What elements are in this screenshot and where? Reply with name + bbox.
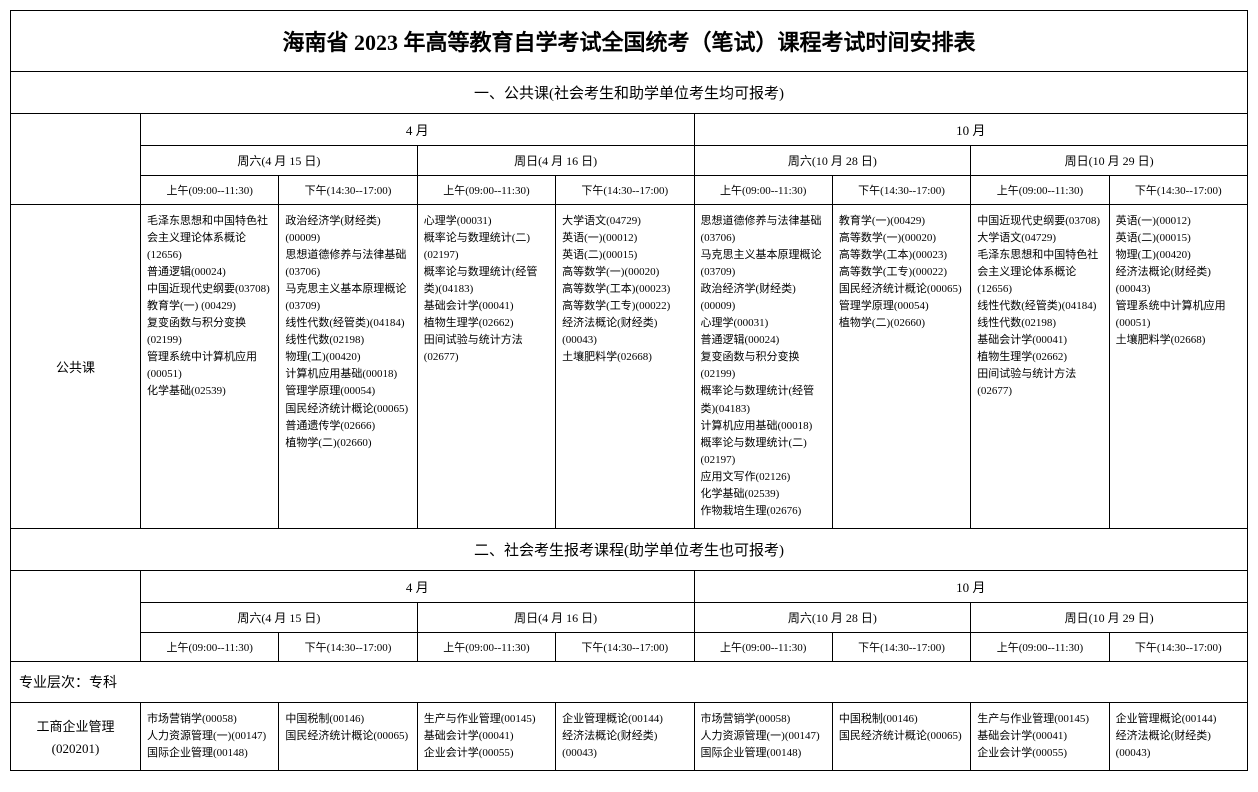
slot2-1-am: 上午(09:00--11:30) <box>141 632 279 661</box>
schedule-table: 海南省 2023 年高等教育自学考试全国统考（笔试）课程考试时间安排表 一、公共… <box>10 10 1248 771</box>
slot2-2-am: 上午(09:00--11:30) <box>417 632 555 661</box>
day-oct-sun-2: 周日(10 月 29 日) <box>971 602 1248 632</box>
slot-2-am: 上午(09:00--11:30) <box>417 176 555 205</box>
slot-1-pm: 下午(14:30--17:00) <box>279 176 417 205</box>
major1-c4: 企业管理概论(00144)经济法概论(财经类)(00043) <box>556 702 694 770</box>
public-c8: 英语(一)(00012)英语(二)(00015)物理(工)(00420)经济法概… <box>1109 205 1247 529</box>
slot2-3-pm: 下午(14:30--17:00) <box>832 632 970 661</box>
major1-c8: 企业管理概论(00144)经济法概论(财经类)(00043) <box>1109 702 1247 770</box>
public-c2: 政治经济学(财经类)(00009)思想道德修养与法律基础(03706)马克思主义… <box>279 205 417 529</box>
day-apr-sat-2: 周六(4 月 15 日) <box>141 602 418 632</box>
slot-4-pm: 下午(14:30--17:00) <box>1109 176 1247 205</box>
public-c6: 教育学(一)(00429)高等数学(一)(00020)高等数学(工本)(0002… <box>832 205 970 529</box>
public-c5: 思想道德修养与法律基础(03706)马克思主义基本原理概论(03709)政治经济… <box>694 205 832 529</box>
month-october-2: 10 月 <box>694 570 1248 602</box>
public-c7: 中国近现代史纲要(03708)大学语文(04729)毛泽东思想和中国特色社会主义… <box>971 205 1109 529</box>
day-apr-sun-2: 周日(4 月 16 日) <box>417 602 694 632</box>
slot-4-am: 上午(09:00--11:30) <box>971 176 1109 205</box>
page-title: 海南省 2023 年高等教育自学考试全国统考（笔试）课程考试时间安排表 <box>11 11 1248 72</box>
slot2-4-am: 上午(09:00--11:30) <box>971 632 1109 661</box>
slot-3-pm: 下午(14:30--17:00) <box>832 176 970 205</box>
header-empty <box>11 114 141 205</box>
slot2-2-pm: 下午(14:30--17:00) <box>556 632 694 661</box>
slot2-1-pm: 下午(14:30--17:00) <box>279 632 417 661</box>
header-empty-2 <box>11 570 141 661</box>
slot2-4-pm: 下午(14:30--17:00) <box>1109 632 1247 661</box>
public-c1: 毛泽东思想和中国特色社会主义理论体系概论(12656)普通逻辑(00024)中国… <box>141 205 279 529</box>
major1-c3: 生产与作业管理(00145)基础会计学(00041)企业会计学(00055) <box>417 702 555 770</box>
public-c4: 大学语文(04729)英语(一)(00012)英语(二)(00015)高等数学(… <box>556 205 694 529</box>
day-oct-sat: 周六(10 月 28 日) <box>694 146 971 176</box>
slot-2-pm: 下午(14:30--17:00) <box>556 176 694 205</box>
month-april: 4 月 <box>141 114 695 146</box>
major1-c5: 市场营销学(00058)人力资源管理(一)(00147)国际企业管理(00148… <box>694 702 832 770</box>
day-oct-sun: 周日(10 月 29 日) <box>971 146 1248 176</box>
public-c3: 心理学(00031)概率论与数理统计(二)(02197)概率论与数理统计(经管类… <box>417 205 555 529</box>
public-course-label: 公共课 <box>11 205 141 529</box>
slot-1-am: 上午(09:00--11:30) <box>141 176 279 205</box>
major1-c2: 中国税制(00146)国民经济统计概论(00065) <box>279 702 417 770</box>
month-april-2: 4 月 <box>141 570 695 602</box>
day-apr-sun: 周日(4 月 16 日) <box>417 146 694 176</box>
slot2-3-am: 上午(09:00--11:30) <box>694 632 832 661</box>
major1-c1: 市场营销学(00058)人力资源管理(一)(00147)国际企业管理(00148… <box>141 702 279 770</box>
slot-3-am: 上午(09:00--11:30) <box>694 176 832 205</box>
major-1-name: 工商企业管理 <box>17 716 134 735</box>
month-october: 10 月 <box>694 114 1248 146</box>
degree-level-header: 专业层次：专科 <box>11 661 1248 702</box>
major1-c6: 中国税制(00146)国民经济统计概论(00065) <box>832 702 970 770</box>
section-1-header: 一、公共课(社会考生和助学单位考生均可报考) <box>11 72 1248 114</box>
day-apr-sat: 周六(4 月 15 日) <box>141 146 418 176</box>
day-oct-sat-2: 周六(10 月 28 日) <box>694 602 971 632</box>
major-1-code: (020201) <box>17 741 134 757</box>
major1-c7: 生产与作业管理(00145)基础会计学(00041)企业会计学(00055) <box>971 702 1109 770</box>
section-2-header: 二、社会考生报考课程(助学单位考生也可报考) <box>11 528 1248 570</box>
major-1-label: 工商企业管理 (020201) <box>11 702 141 770</box>
